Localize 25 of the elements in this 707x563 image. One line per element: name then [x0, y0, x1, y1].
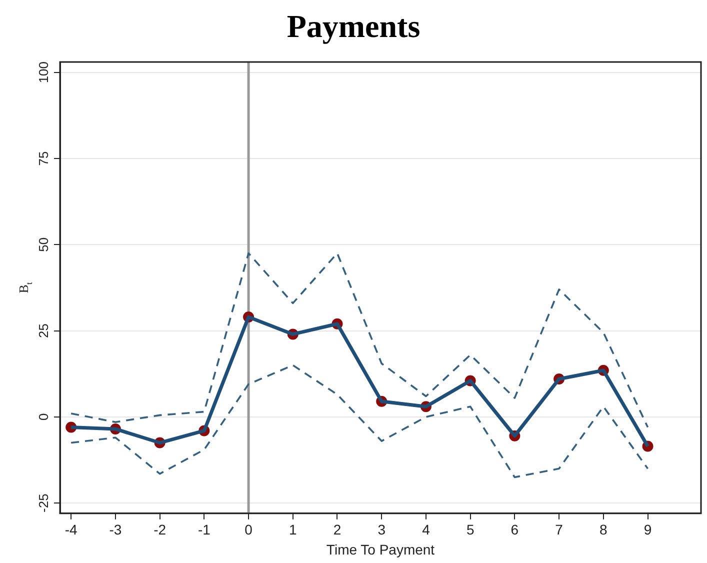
y-tick-label: 50 — [36, 237, 52, 252]
x-tick-label: 6 — [510, 522, 519, 538]
x-tick-label: 0 — [244, 522, 253, 538]
y-axis-title: Bt — [16, 282, 34, 294]
line-series — [70, 364, 649, 478]
line-series — [70, 252, 649, 428]
y-tick-label: -25 — [36, 494, 52, 512]
x-tick-label: 8 — [600, 522, 608, 538]
y-tick-label: 100 — [36, 61, 52, 84]
x-tick-label: -1 — [198, 522, 211, 538]
x-tick-label: -4 — [64, 522, 78, 538]
y-tick-label: 75 — [36, 151, 52, 166]
y-tick-label: 0 — [36, 413, 52, 421]
x-tick-label: 5 — [466, 522, 474, 538]
x-tick-label: 4 — [422, 522, 430, 538]
x-axis-title: Time To Payment — [326, 541, 435, 558]
y-tick-label: 25 — [36, 324, 52, 338]
x-tick-label: 7 — [555, 522, 564, 538]
x-tick-label: -3 — [109, 522, 122, 538]
chart-title: Payments — [286, 8, 422, 45]
x-tick-label: 3 — [378, 522, 386, 538]
x-tick-label: 1 — [288, 522, 297, 538]
x-tick-label: -2 — [154, 522, 166, 538]
x-tick-label: 2 — [333, 522, 342, 538]
x-tick-label: 9 — [644, 522, 652, 538]
